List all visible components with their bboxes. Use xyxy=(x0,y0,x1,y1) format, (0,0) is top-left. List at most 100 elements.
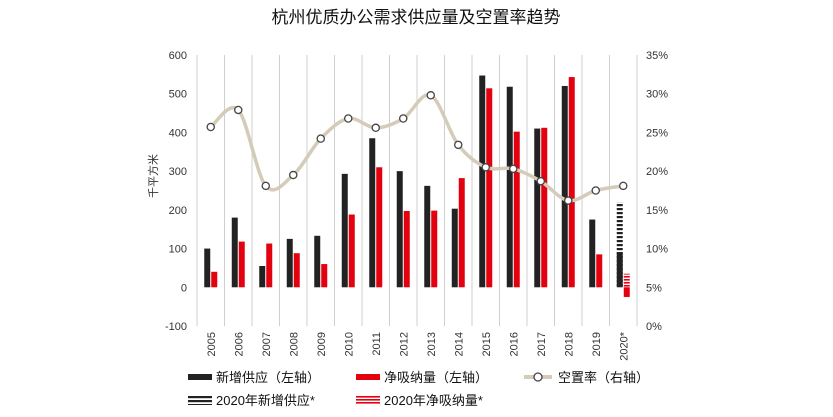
vacancy-line-path xyxy=(209,93,624,203)
chart-title: 杭州优质办公需求供应量及空置率趋势 xyxy=(272,8,561,27)
bar-absorption xyxy=(568,77,575,288)
x-tick-label: 2015 xyxy=(481,332,493,356)
bar-absorption xyxy=(458,178,465,288)
vacancy-point xyxy=(536,176,546,186)
bar-absorption xyxy=(321,264,328,288)
bar-supply xyxy=(479,75,486,288)
x-tick-label: 2006 xyxy=(233,332,245,356)
vacancy-point xyxy=(453,140,463,150)
vacancy-point xyxy=(619,181,628,191)
bar-absorption xyxy=(541,127,548,288)
x-tick-label: 2014 xyxy=(453,332,465,356)
y2-tick-label: 15% xyxy=(646,205,668,217)
bar-supply xyxy=(369,138,376,288)
x-tick-label: 2007 xyxy=(261,332,273,356)
legend-marker-vacancy xyxy=(533,372,543,382)
legend-swatch-supply xyxy=(188,374,212,380)
vacancy-point xyxy=(261,181,270,191)
bar-supply xyxy=(534,128,541,288)
legend-label-absorption: 净吸纳量（左轴） xyxy=(384,370,488,385)
bar-absorption xyxy=(513,131,520,288)
legend-item-vacancy: 空置率（右轴） xyxy=(524,370,649,385)
bar-absorption xyxy=(293,253,300,288)
vacancy-point xyxy=(426,91,435,100)
vacancy-point xyxy=(233,105,243,115)
y-axis-label: 千平方米 xyxy=(146,154,160,198)
bar-supply xyxy=(204,248,211,288)
vacancy-line xyxy=(206,91,628,205)
y2-tick-label: 10% xyxy=(646,244,668,256)
bar-absorption xyxy=(376,167,383,288)
legend-item-absorption-2020: 2020年净吸纳量* xyxy=(356,393,483,408)
bar-absorption xyxy=(348,214,355,288)
x-tick-label: 2012 xyxy=(398,332,410,356)
y-tick-label: 600 xyxy=(169,50,187,62)
y-tick-label: 500 xyxy=(169,89,187,101)
x-tick-label: 2013 xyxy=(426,332,438,356)
bar-absorption xyxy=(266,243,273,288)
bar-supply xyxy=(506,86,513,288)
bar-absorption xyxy=(238,241,245,288)
bar-supply xyxy=(451,208,458,288)
bar-supply xyxy=(561,85,568,288)
bar-supply xyxy=(341,173,348,288)
x-tick-label: 2017 xyxy=(536,332,548,356)
y-tick-label: 400 xyxy=(169,127,187,139)
vacancy-point xyxy=(591,186,601,195)
bars xyxy=(204,75,630,297)
bar-absorption xyxy=(211,271,218,288)
x-tick-label: 2011 xyxy=(371,332,383,356)
x-tick-label: 2019 xyxy=(591,332,603,356)
legend-label-supply: 新增供应（左轴） xyxy=(216,370,320,385)
vacancy-point xyxy=(316,134,325,143)
vacancy-point xyxy=(288,170,298,180)
y-axis-right: 0% 5% 10% 15% 20% 25% 30% 35% xyxy=(646,50,668,333)
y-tick-label: 200 xyxy=(169,205,187,217)
legend-label-absorption-2020: 2020年净吸纳量* xyxy=(384,393,483,408)
x-tick-label: 2005 xyxy=(206,332,218,356)
bar-supply-2020-hatched xyxy=(616,202,623,288)
y2-tick-label: 25% xyxy=(646,127,668,139)
bar-absorption xyxy=(403,211,410,288)
bar-absorption xyxy=(596,254,603,288)
legend-swatch-absorption-2020 xyxy=(356,395,380,405)
legend-label-supply-2020: 2020年新增供应* xyxy=(216,393,315,408)
y-tick-label: 100 xyxy=(169,244,187,256)
y-axis-left: -100 0 100 200 300 400 500 600 xyxy=(165,50,187,333)
y-tick-label: 300 xyxy=(169,166,187,178)
bar-absorption-2020-hatched xyxy=(623,273,630,288)
vacancy-point xyxy=(481,163,490,172)
y2-tick-label: 30% xyxy=(646,89,668,101)
y2-tick-label: 35% xyxy=(646,50,668,62)
legend-swatch-absorption xyxy=(356,374,380,380)
bar-absorption xyxy=(623,287,630,297)
x-tick-label: 2009 xyxy=(316,332,328,356)
bar-supply xyxy=(286,238,293,288)
vacancy-point xyxy=(371,123,380,133)
legend-label-vacancy: 空置率（右轴） xyxy=(558,370,649,385)
bar-absorption xyxy=(431,210,438,288)
bar-supply xyxy=(231,217,238,288)
vacancy-point xyxy=(343,114,353,123)
x-tick-label: 2008 xyxy=(288,332,300,356)
bar-supply xyxy=(396,171,403,288)
y-tick-label: 0 xyxy=(181,282,187,294)
y2-tick-label: 5% xyxy=(646,282,662,294)
bar-supply xyxy=(616,252,623,288)
x-tick-label: 2020* xyxy=(618,331,630,360)
x-tick-label: 2010 xyxy=(343,332,355,356)
legend-item-absorption: 净吸纳量（左轴） xyxy=(356,370,488,385)
y2-tick-label: 0% xyxy=(646,321,662,333)
vacancy-point xyxy=(564,196,573,205)
x-tick-label: 2016 xyxy=(508,332,520,356)
x-axis: 2005 2006 2007 2008 2009 2010 2011 2012 2013 2014… xyxy=(206,331,631,360)
y-tick-label: -100 xyxy=(165,321,187,333)
bar-supply xyxy=(589,219,596,288)
vacancy-point xyxy=(398,114,408,123)
legend-item-supply: 新增供应（左轴） xyxy=(188,370,320,385)
bar-supply xyxy=(314,235,321,288)
bar-supply xyxy=(424,185,431,288)
legend-item-supply-2020: 2020年新增供应* xyxy=(188,393,315,408)
bar-supply xyxy=(259,265,266,288)
